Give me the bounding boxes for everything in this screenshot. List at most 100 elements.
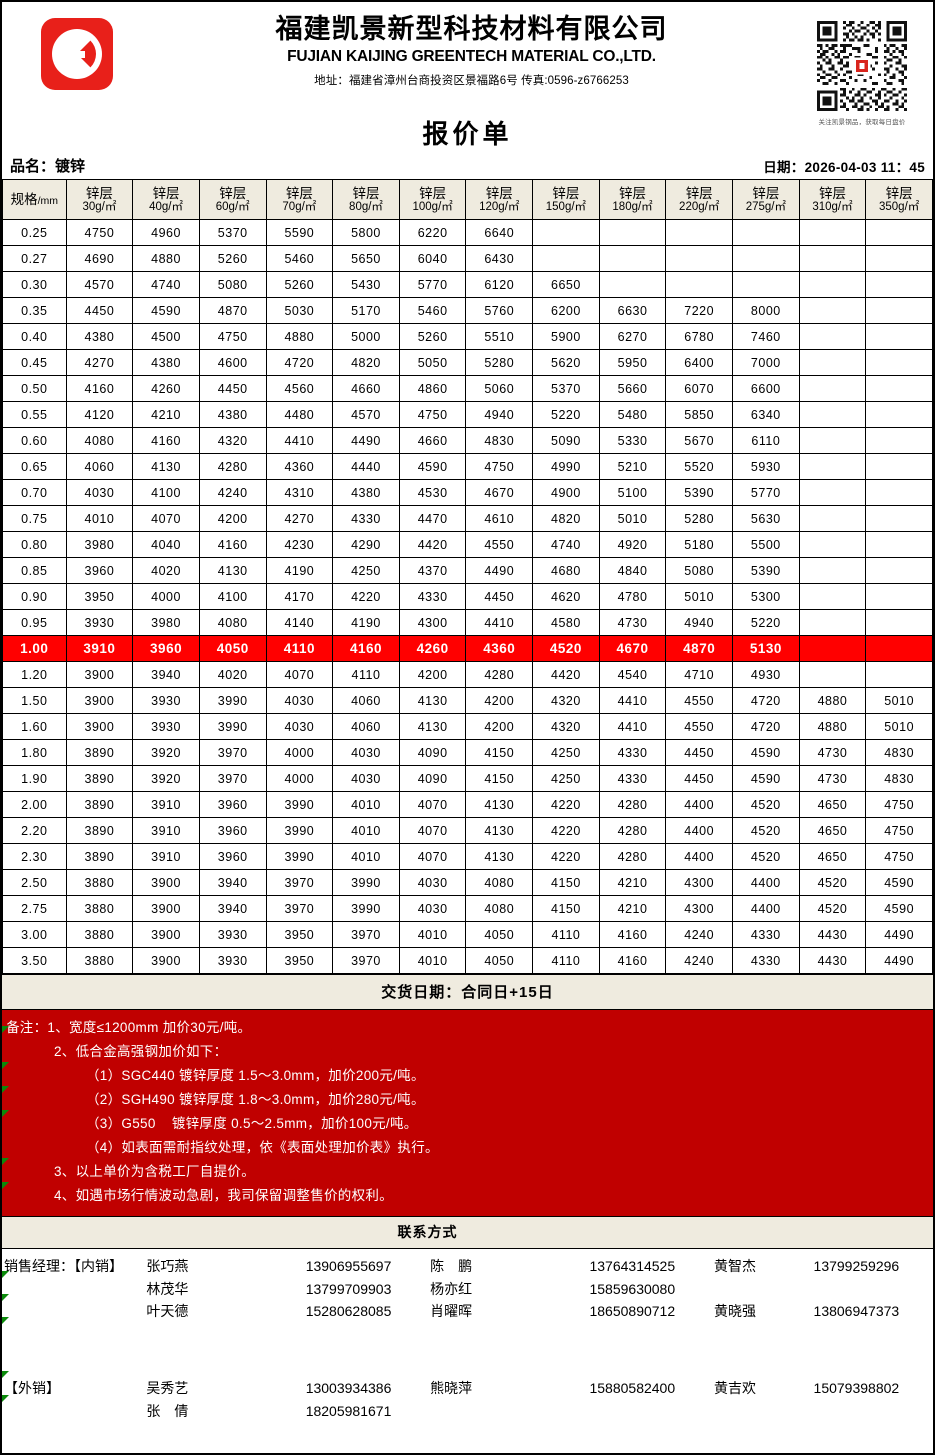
price-cell: 5090 <box>532 427 600 454</box>
price-cell: 6630 <box>598 297 667 324</box>
row-spec: 1.80 <box>2 739 67 766</box>
price-cell: 4570 <box>65 271 134 298</box>
price-cell: 4960 <box>132 219 200 246</box>
price-cell: 4720 <box>732 713 800 740</box>
price-cell <box>798 427 867 454</box>
price-cell: 4650 <box>798 843 867 870</box>
price-cell <box>732 271 800 298</box>
price-cell: 4880 <box>265 323 334 350</box>
price-cell: 4240 <box>665 921 734 948</box>
price-cell: 5590 <box>265 219 334 246</box>
letterhead: 福建凯景新型科技材料有限公司 FUJIAN KAIJING GREENTECH … <box>2 2 933 130</box>
price-cell: 4330 <box>598 765 667 792</box>
price-cell: 3900 <box>65 713 134 740</box>
price-cell <box>865 297 933 324</box>
row-spec: 3.50 <box>2 947 67 974</box>
price-cell: 5260 <box>398 323 467 350</box>
row-spec: 2.50 <box>2 869 67 896</box>
price-cell: 4130 <box>398 713 467 740</box>
price-cell: 6070 <box>665 375 734 402</box>
price-cell: 5080 <box>665 557 734 584</box>
contact-name-3 <box>714 1278 814 1301</box>
price-cell: 7000 <box>732 349 800 376</box>
row-spec: 2.75 <box>2 895 67 922</box>
price-cell: 4380 <box>65 323 134 350</box>
price-cell: 3970 <box>332 947 400 974</box>
price-cell: 4220 <box>532 843 600 870</box>
price-cell: 4000 <box>265 739 334 766</box>
price-cell: 3990 <box>265 843 334 870</box>
price-cell: 4060 <box>65 453 134 480</box>
price-cell: 5010 <box>665 583 734 610</box>
price-cell: 4690 <box>65 245 134 272</box>
price-cell: 4730 <box>798 765 867 792</box>
price-cell: 4930 <box>732 661 800 688</box>
price-cell: 4300 <box>398 609 467 636</box>
remark-line: 2、低合金高强钢加价如下： <box>54 1044 228 1060</box>
price-cell: 5770 <box>732 479 800 506</box>
price-cell: 4590 <box>398 453 467 480</box>
price-cell: 3960 <box>65 557 134 584</box>
price-cell: 5280 <box>465 349 534 376</box>
table-row: 0.65 4060 4130 4280 4360 4440 4590 4750 4990 5210… <box>2 453 933 480</box>
price-cell: 3970 <box>265 869 334 896</box>
price-cell: 6270 <box>598 323 667 350</box>
price-cell: 4680 <box>532 557 600 584</box>
price-cell: 4840 <box>598 557 667 584</box>
price-cell: 4620 <box>532 583 600 610</box>
price-cell: 5770 <box>398 271 467 298</box>
price-cell <box>665 271 734 298</box>
price-cell: 4590 <box>132 297 200 324</box>
price-cell: 5430 <box>332 271 400 298</box>
table-row: 1.90 3890 3920 3970 4000 4030 4090 4150 4250 4330… <box>2 765 933 792</box>
price-cell: 4270 <box>65 349 134 376</box>
price-cell: 4750 <box>198 323 267 350</box>
price-cell: 5390 <box>665 479 734 506</box>
price-cell: 4370 <box>398 557 467 584</box>
table-row: 3.50 3880 3900 3930 3950 3970 4010 4050 4110 4160… <box>2 947 933 974</box>
price-cell: 4730 <box>598 609 667 636</box>
logo-container <box>12 10 142 90</box>
row-spec: 1.90 <box>2 765 67 792</box>
contact-name-1: 张 倩 <box>146 1402 189 1419</box>
table-row: 1.60 3900 3930 3990 4030 4060 4130 4200 4320 4410… <box>2 713 933 740</box>
price-cell: 4130 <box>465 791 534 818</box>
price-cell: 4870 <box>198 297 267 324</box>
col-header-spec: 规格/mm <box>2 179 67 220</box>
price-cell: 5510 <box>465 323 534 350</box>
contact-row: 【外销】 吴秀艺 13003934386 熊晓萍 15880582400 黄吉欢 15079… <box>2 1377 933 1400</box>
contact-lead: 销售经理：【内销】 <box>4 1258 123 1275</box>
price-cell: 4380 <box>332 479 400 506</box>
price-cell: 4900 <box>532 479 600 506</box>
price-cell: 3930 <box>132 713 200 740</box>
price-cell: 4490 <box>465 557 534 584</box>
price-cell: 4020 <box>198 661 267 688</box>
contact-phone-2 <box>589 1400 713 1423</box>
table-row: 0.50 4160 4260 4450 4560 4660 4860 5060 5370 5660… <box>2 375 933 402</box>
price-cell: 3900 <box>65 661 134 688</box>
contact-row: 销售经理：【内销】 张巧燕 13906955697 陈 鹏 13764314525 黄智杰… <box>2 1255 933 1278</box>
contact-phone-3: 13806947373 <box>813 1303 900 1320</box>
price-cell: 4520 <box>732 791 800 818</box>
price-cell: 6650 <box>532 271 600 298</box>
price-cell: 4330 <box>732 947 800 974</box>
price-cell: 4730 <box>798 739 867 766</box>
price-cell: 4150 <box>465 765 534 792</box>
price-cell: 6640 <box>465 219 534 246</box>
price-cell: 6110 <box>732 427 800 454</box>
price-cell <box>798 479 867 506</box>
price-cell: 5010 <box>865 687 933 714</box>
price-cell <box>732 219 800 246</box>
contact-lead <box>2 1400 146 1423</box>
price-cell: 3900 <box>65 687 134 714</box>
price-cell: 4450 <box>65 297 134 324</box>
price-cell: 5650 <box>332 245 400 272</box>
row-spec: 0.35 <box>2 297 67 324</box>
price-cell: 4650 <box>798 791 867 818</box>
table-row: 0.45 4270 4380 4600 4720 4820 5050 5280 5620 5950… <box>2 349 933 376</box>
contact-phone-1: 15280628085 <box>305 1303 392 1320</box>
price-cell: 4650 <box>798 817 867 844</box>
price-cell: 3900 <box>132 921 200 948</box>
contact-name-2 <box>430 1400 589 1423</box>
price-cell: 3900 <box>132 869 200 896</box>
